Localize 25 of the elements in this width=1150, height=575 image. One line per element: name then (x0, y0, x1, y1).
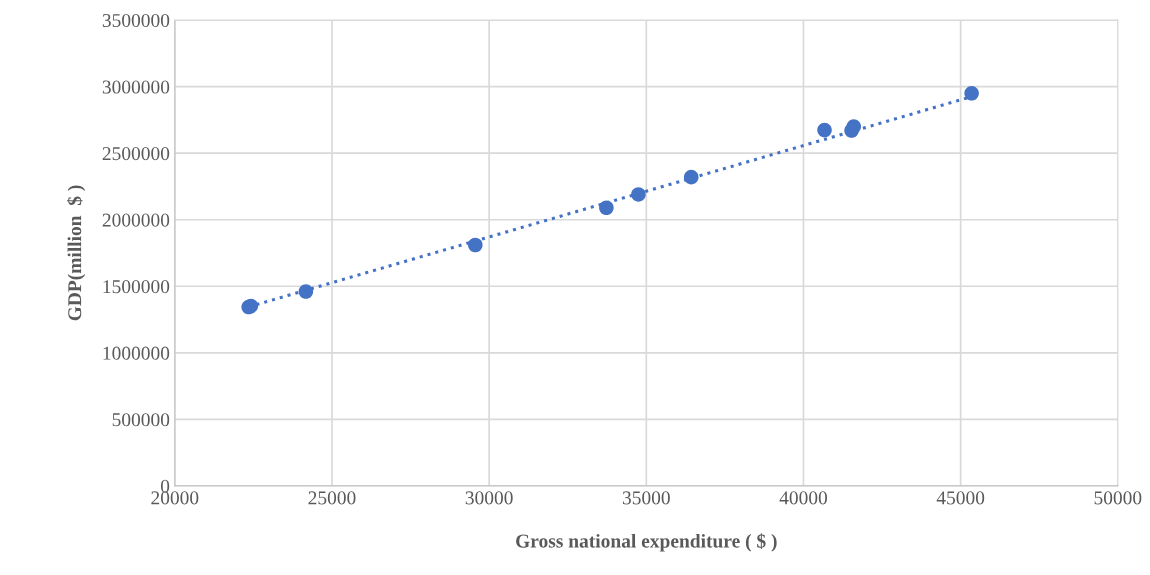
x-tick-label: 45000 (936, 491, 985, 505)
y-tick-label: 1000000 (103, 346, 170, 360)
x-tick-label: 35000 (622, 491, 670, 505)
y-tick-label: 500000 (112, 413, 170, 427)
x-axis-title: Gross national expenditure ( $ ) (516, 533, 777, 552)
x-tick-label: 50000 (1094, 491, 1142, 505)
point (298, 284, 314, 299)
point (631, 187, 646, 202)
y-tick-label: 2000000 (102, 213, 170, 227)
point (817, 122, 832, 138)
y-tick-label: 3000000 (102, 80, 170, 94)
y-tick-label: 1500000 (103, 280, 170, 294)
point (599, 200, 614, 216)
point (683, 169, 699, 185)
y-tick-label: 2500000 (102, 147, 170, 161)
y-axis-title: GDP(million $ ) (67, 185, 86, 321)
x-tick-label: 30000 (465, 491, 513, 505)
y-tick-label: 3500000 (102, 13, 170, 28)
point (964, 86, 979, 101)
point (846, 119, 862, 134)
x-tick-label: 40000 (779, 491, 828, 505)
y-tick-label: 0 (160, 479, 170, 493)
x-tick-label: 25000 (308, 491, 356, 505)
x-tick-label: 20000 (151, 491, 199, 505)
point (468, 237, 483, 253)
